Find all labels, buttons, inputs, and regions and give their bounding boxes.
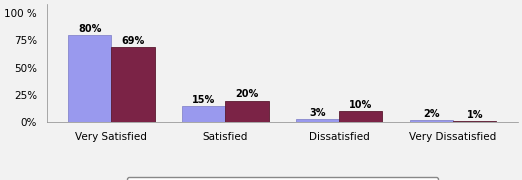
Bar [339,111,383,122]
Text: 1%: 1% [467,110,483,120]
Text: 15%: 15% [192,95,215,105]
Text: 69%: 69% [122,35,145,46]
Text: 2%: 2% [423,109,440,119]
Text: 20%: 20% [235,89,258,99]
Text: 3%: 3% [310,108,326,118]
Bar [296,119,339,122]
Text: 10%: 10% [349,100,373,110]
Bar [111,47,155,122]
Bar [410,120,453,122]
Bar [182,106,226,122]
Text: 80%: 80% [78,24,101,33]
Bar [68,35,111,122]
Bar [453,121,496,122]
Bar [226,100,268,122]
Legend: Nursing home claimants, Assisted living claimants: Nursing home claimants, Assisted living … [127,177,438,180]
